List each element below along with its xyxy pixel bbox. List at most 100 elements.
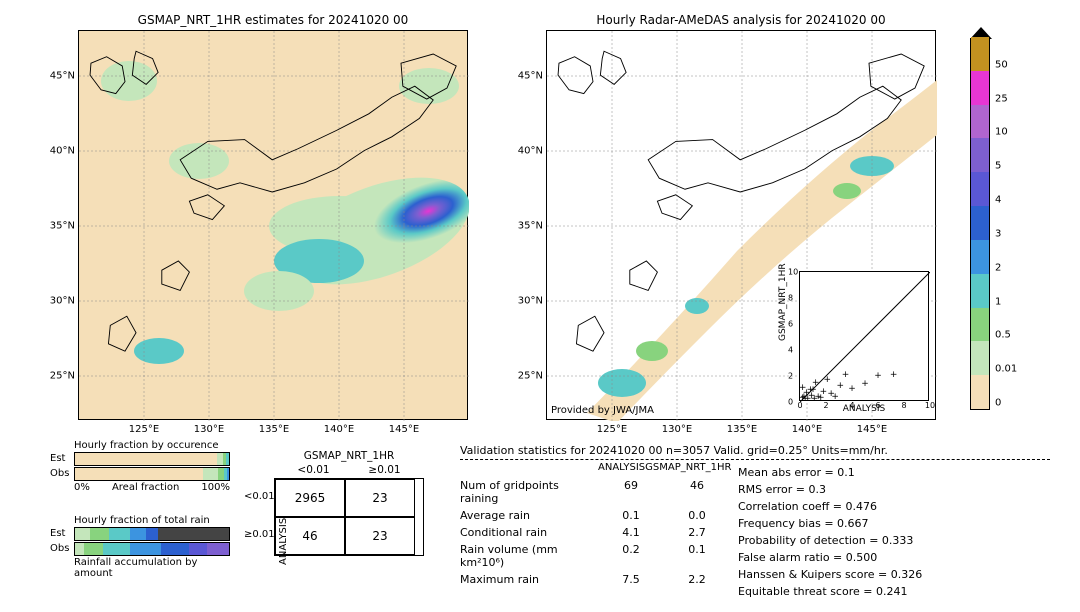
colorbar-label: 50	[995, 59, 1008, 70]
axis-tick-y: 30°N	[509, 296, 543, 307]
cg-cell-00: 2965	[275, 479, 345, 517]
stats-right-line: False alarm ratio = 0.500	[738, 551, 970, 564]
axis-tick-y: 40°N	[41, 146, 75, 157]
colorbar-label: 4	[995, 195, 1001, 206]
colorbar-label: 10	[995, 127, 1008, 138]
stats-row-label: Num of gridpoints raining	[460, 479, 598, 505]
cg-grid: 2965 23 46 23	[274, 478, 424, 556]
stats-colhead: ANALYSIS GSMAP_NRT_1HR	[460, 462, 730, 473]
cg-row-h1: ≥0.01	[244, 516, 275, 554]
inset-ylabel: GSMAP_NRT_1HR	[778, 263, 788, 341]
inset-ytick: 0	[788, 398, 793, 407]
hourly-occ-xleft: 0%	[74, 482, 90, 493]
axis-tick-x: 145°E	[857, 424, 887, 435]
colorbar-label: 5	[995, 161, 1001, 172]
hourly-occ-axis: 0% Areal fraction 100%	[74, 482, 230, 493]
stats-row-val-b: 2.7	[664, 526, 730, 539]
colorbar-label: 25	[995, 93, 1008, 104]
stats-row: Rain volume (mm km²10⁶)0.20.1	[460, 543, 730, 569]
scatter-point: +	[837, 381, 845, 391]
hourly-occ-xright: 100%	[201, 482, 230, 493]
axis-tick-y: 25°N	[509, 371, 543, 382]
validation-stats: Validation statistics for 20241020 00 n=…	[460, 444, 1050, 602]
hourly-tot-xlabel: Rainfall accumulation by amount	[74, 557, 230, 579]
colorbar-label: 2	[995, 262, 1001, 273]
stats-right-line: Mean abs error = 0.1	[738, 466, 970, 479]
stats-row-label: Average rain	[460, 509, 598, 522]
stats-row-val-b: 46	[664, 479, 730, 505]
axis-tick-x: 135°E	[259, 424, 289, 435]
stats-row-label: Conditional rain	[460, 526, 598, 539]
right-map-panel: Hourly Radar-AMeDAS analysis for 2024102…	[546, 30, 936, 420]
stats-ch1: GSMAP_NRT_1HR	[645, 462, 731, 473]
hourly-occ-row0: Est	[50, 453, 65, 464]
inset-scatter: +++++++++++++++++++++++ 0246810 0246810 …	[799, 271, 929, 401]
bar-segment	[130, 543, 161, 555]
scatter-point: +	[811, 394, 819, 404]
cg-row-headers: <0.01 ≥0.01	[244, 478, 275, 554]
left-map-title: GSMAP_NRT_1HR estimates for 20241020 00	[79, 13, 467, 27]
stats-row-val-a: 0.2	[598, 543, 664, 569]
cg-col-h0: <0.01	[297, 464, 329, 476]
axis-tick-x: 125°E	[597, 424, 627, 435]
left-map-panel: GSMAP_NRT_1HR estimates for 20241020 00	[78, 30, 468, 420]
hourly-occ-obs-bar	[74, 467, 230, 481]
inset-ytick: 6	[788, 320, 793, 329]
hourly-tot-row0: Est	[50, 528, 65, 539]
colorbar-segment	[971, 172, 989, 206]
stats-right-line: Probability of detection = 0.333	[738, 534, 970, 547]
hourly-occ-est-bar	[74, 452, 230, 466]
stats-row-val-a: 0.1	[598, 509, 664, 522]
axis-tick-x: 130°E	[662, 424, 692, 435]
bar-segment	[75, 543, 84, 555]
colorbar-segment	[971, 375, 989, 409]
colorbar-label: 3	[995, 228, 1001, 239]
hourly-occ-title: Hourly fraction by occurence	[74, 440, 230, 451]
stats-row-label: Maximum rain	[460, 573, 598, 586]
bar-segment	[161, 543, 189, 555]
stats-row: Average rain0.10.0	[460, 509, 730, 522]
bar-segment	[75, 528, 90, 540]
stats-row: Conditional rain4.12.7	[460, 526, 730, 539]
cg-cell-01: 23	[345, 479, 415, 517]
hourly-tot-row1: Obs	[50, 543, 69, 554]
stats-row-val-a: 69	[598, 479, 664, 505]
axis-tick-y: 40°N	[509, 146, 543, 157]
hourly-tot-title: Hourly fraction of total rain	[74, 515, 230, 526]
axis-tick-y: 25°N	[41, 371, 75, 382]
bar-segment	[75, 453, 217, 465]
hourly-tot-axis: Rainfall accumulation by amount	[74, 557, 230, 579]
hourly-occ-xcenter: Areal fraction	[112, 482, 179, 493]
stats-header: Validation statistics for 20241020 00 n=…	[460, 444, 1050, 460]
colorbar-segment	[971, 71, 989, 105]
scatter-point: +	[874, 371, 882, 381]
bar-segment	[189, 543, 207, 555]
stats-right-line: Equitable threat score = 0.241	[738, 585, 970, 598]
hourly-occ-row1: Obs	[50, 468, 69, 479]
bar-segment	[146, 528, 158, 540]
hourly-occurrence-chart: Hourly fraction by occurence Est Obs 0% …	[50, 440, 230, 493]
bar-segment	[227, 468, 229, 480]
colorbar-label: 0.01	[995, 364, 1017, 375]
cg-col-label: GSMAP_NRT_1HR	[274, 450, 424, 462]
stats-columns: ANALYSIS GSMAP_NRT_1HR Num of gridpoints…	[460, 462, 1050, 602]
cg-col-h1: ≥0.01	[368, 464, 400, 476]
axis-tick-x: 125°E	[129, 424, 159, 435]
hourly-tot-est-bar	[74, 527, 230, 541]
axis-tick-y: 30°N	[41, 296, 75, 307]
axis-tick-x: 140°E	[324, 424, 354, 435]
stats-row-label: Rain volume (mm km²10⁶)	[460, 543, 598, 569]
bar-segment	[103, 543, 131, 555]
colorbar-segment	[971, 37, 989, 71]
stats-row: Num of gridpoints raining6946	[460, 479, 730, 505]
axis-tick-x: 135°E	[727, 424, 757, 435]
colorbar-segment	[971, 274, 989, 308]
stats-row-val-b: 0.0	[664, 509, 730, 522]
inset-ytick: 2	[788, 372, 793, 381]
stats-right-col: Mean abs error = 0.1RMS error = 0.3Corre…	[730, 462, 970, 602]
provided-by-text: Provided by JWA/JMA	[551, 405, 654, 416]
stats-row-val-a: 4.1	[598, 526, 664, 539]
cg-cell-11: 23	[345, 517, 415, 555]
bar-segment	[226, 453, 229, 465]
axis-tick-y: 35°N	[41, 221, 75, 232]
